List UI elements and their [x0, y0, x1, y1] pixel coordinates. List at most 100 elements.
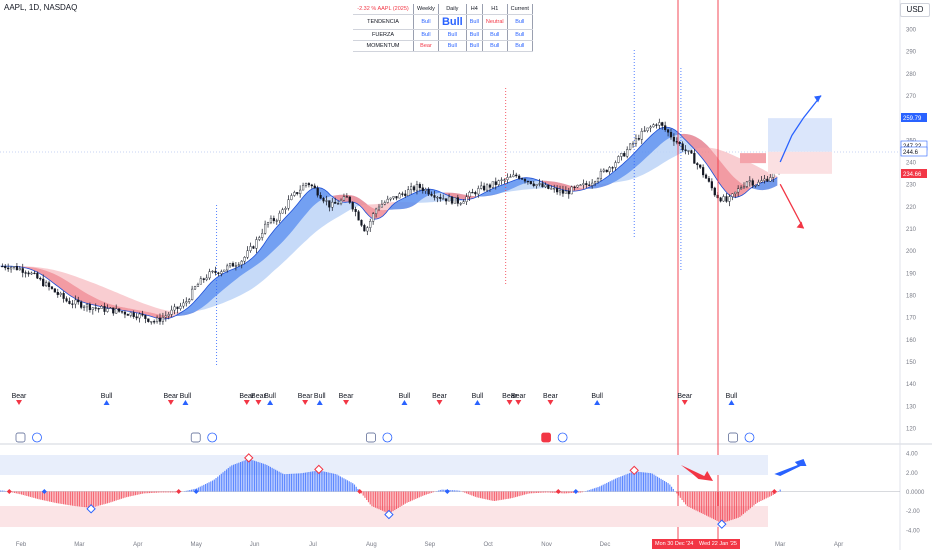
price-tick-label: 280	[906, 72, 917, 78]
cloud-inner	[680, 133, 751, 198]
candle-body	[395, 196, 398, 199]
candle-body	[176, 306, 179, 309]
candle-body	[494, 181, 497, 185]
candle-body	[398, 193, 401, 199]
candle-body	[415, 184, 419, 191]
bull-signal-triangle	[182, 400, 189, 405]
candle-body	[491, 181, 494, 188]
candle-body	[319, 195, 322, 199]
price-tick-label: 180	[906, 294, 917, 300]
dividend-marker	[557, 432, 568, 443]
candle-body	[485, 184, 489, 191]
price-badge	[900, 146, 928, 157]
oversold-band	[0, 506, 768, 527]
candle-body	[634, 138, 638, 144]
candle-body	[702, 167, 705, 176]
signal-label: Bull	[399, 393, 411, 400]
candle-body	[664, 125, 667, 130]
candle-body	[360, 219, 363, 226]
candle-body	[424, 189, 427, 191]
cloud-inner	[479, 177, 541, 197]
candle-body	[208, 271, 211, 279]
candle-body	[681, 143, 684, 150]
candle-body	[351, 202, 354, 210]
bear-arrow-head	[796, 221, 804, 229]
candle-body	[471, 192, 474, 194]
time-tick-label: Mar	[775, 542, 785, 548]
candle-body	[474, 192, 477, 195]
time-tick-label: May	[191, 542, 202, 548]
candle-body	[410, 186, 413, 190]
extreme-diamond	[717, 519, 727, 529]
cell-tendencia-h4: Bull	[466, 14, 483, 30]
candle-body	[155, 317, 159, 322]
price-badge-label: 234.66	[903, 172, 922, 178]
candle-body	[591, 182, 594, 186]
candle-body	[699, 164, 702, 168]
candle-body	[646, 127, 649, 131]
candle-body	[447, 196, 451, 202]
candle-body	[506, 177, 509, 180]
candle-body	[132, 312, 135, 317]
time-tick-label: Jul	[309, 542, 317, 548]
candle-body	[94, 307, 97, 309]
candle-body	[541, 183, 544, 188]
date-badge-right: Wed 22 Jan '25	[696, 539, 740, 549]
candle-body	[558, 189, 562, 193]
candle-body	[520, 178, 524, 180]
candle-body	[547, 184, 550, 189]
bull-signal-triangle	[103, 400, 110, 405]
candle-body	[713, 187, 716, 196]
candle-body	[731, 193, 734, 197]
candle-body	[386, 198, 389, 203]
bear-signal-triangle	[167, 400, 174, 405]
candle-body	[129, 312, 132, 316]
candle-body	[214, 270, 217, 273]
candle-body	[728, 196, 731, 202]
candle-body	[369, 221, 372, 228]
cloud-outer	[15, 266, 200, 316]
cross-diamond	[6, 489, 12, 494]
candle-body	[33, 272, 36, 275]
candle-body	[36, 272, 39, 279]
bear-signal-triangle	[515, 400, 522, 405]
signal-label: Bear	[511, 393, 526, 400]
candle-body	[342, 196, 346, 201]
date-badge-left: Mon 30 Dec '24	[652, 539, 697, 549]
candle-body	[637, 138, 640, 140]
candle-body	[185, 301, 188, 304]
candle-body	[258, 237, 261, 240]
cloud-inner	[12, 266, 176, 319]
candle-body	[345, 196, 348, 198]
candle-body	[649, 126, 652, 129]
candle-body	[629, 143, 632, 150]
candle-body	[112, 307, 115, 314]
candle-body	[626, 149, 629, 157]
candle-body	[357, 211, 360, 221]
candle-body	[737, 188, 740, 193]
candle-body	[243, 257, 246, 262]
candle-body	[322, 198, 325, 202]
candle-body	[748, 180, 751, 183]
signal-label: Bear	[543, 393, 558, 400]
cell-fuerza-h4: Bull	[466, 29, 483, 41]
candle-body	[228, 263, 232, 267]
candle-body	[459, 203, 462, 205]
currency-button[interactable]: USD	[900, 3, 930, 17]
candle-body	[631, 143, 635, 145]
candle-body	[372, 213, 375, 222]
candle-body	[266, 222, 270, 225]
oscillator-tick-label: 0.0000	[906, 490, 925, 496]
price-tick-label: 160	[906, 338, 917, 344]
candle-body	[138, 313, 141, 319]
bear-signal-triangle	[243, 400, 250, 405]
cross-diamond	[357, 489, 363, 494]
candle-body	[205, 277, 208, 280]
time-tick-label: Nov	[541, 542, 552, 548]
candle-body	[4, 266, 7, 269]
candle-body	[436, 197, 439, 199]
candle-body	[363, 225, 366, 232]
